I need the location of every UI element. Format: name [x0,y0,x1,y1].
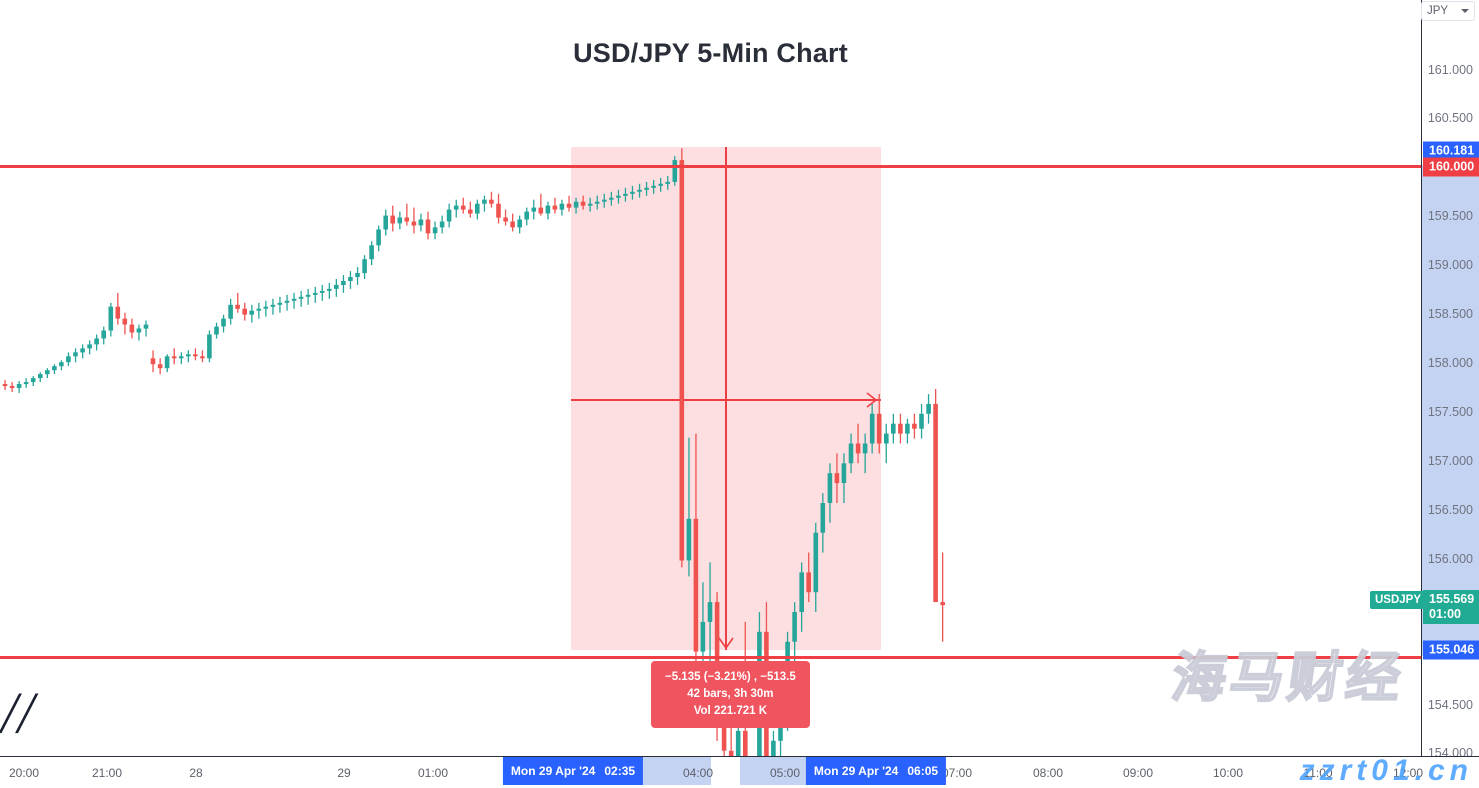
price-tick: 157.500 [1427,405,1473,419]
crosshair-time: 06:05 [907,764,939,778]
measurement-arrow-down-icon [718,637,734,650]
time-tick: 08:00 [1032,766,1064,780]
time-tick: 12:00 [1392,766,1424,780]
price-tick: 154.500 [1427,698,1473,712]
time-tick: 09:00 [1122,766,1154,780]
measurement-bars: 42 bars, 3h 30m [687,688,774,700]
lower-level-price-badge[interactable]: 155.046 [1423,640,1479,660]
time-tick: 07:00 [941,766,973,780]
time-tick: 10:00 [1212,766,1244,780]
crosshair-date: Mon 29 Apr '24 [510,764,596,778]
price-scale-highlight [1422,165,1479,656]
last-price-countdown: 01:00 [1429,607,1461,621]
price-tick: 160.500 [1427,111,1473,125]
time-scale-highlight-left [637,757,711,785]
last-price-badge: 155.569 01:00 [1423,590,1479,624]
measurement-change: −5.135 (−3.21%) , −513.5 [665,671,796,683]
price-tick: 156.500 [1427,503,1473,517]
time-scale-highlight-right [740,757,810,785]
price-tick: 158.000 [1427,356,1473,370]
page-title: USD/JPY 5-Min Chart [573,38,848,68]
upper-level-price-badge[interactable]: 160.000 [1423,157,1479,177]
candlestick-series [2,148,945,756]
crosshair-time-badge-start: Mon 29 Apr '24 02:35 [502,757,644,785]
time-tick: 04:00 [682,766,714,780]
last-price-value: 155.569 [1429,592,1475,606]
price-tick: 159.000 [1427,258,1473,272]
crosshair-date: Mon 29 Apr '24 [813,764,899,778]
price-tick: 159.500 [1427,209,1473,223]
chevron-down-icon [1461,9,1469,13]
crosshair-time-badge-end: Mon 29 Apr '24 06:05 [805,757,947,785]
measurement-volume: Vol 221.721 K [693,705,768,717]
time-tick: 21:00 [91,766,123,780]
currency-select-label: JPY [1427,5,1449,17]
measurement-arrow-right-icon [866,392,878,408]
time-tick: 29 [337,766,351,780]
price-chart-canvas[interactable]: USD/JPY 5-Min Chart −5.135 (−3.21%) , −5… [0,0,1421,756]
tradingview-logo: ╱╱ [0,695,37,733]
lower-price-level-line[interactable] [0,656,1421,659]
price-tick: 161.000 [1427,63,1473,77]
time-tick: 05:00 [769,766,801,780]
measurement-vertical-line [725,147,727,650]
time-tick: 01:00 [417,766,449,780]
time-tick: 20:00 [8,766,40,780]
measurement-tooltip: −5.135 (−3.21%) , −513.5 42 bars, 3h 30m… [651,661,810,728]
time-tick: 28 [189,766,203,780]
price-tick: 156.000 [1427,552,1473,566]
currency-select[interactable]: JPY [1421,1,1475,21]
price-tick: 157.000 [1427,454,1473,468]
price-tick: 158.500 [1427,307,1473,321]
crosshair-time: 02:35 [604,764,636,778]
symbol-badge[interactable]: USDJPY [1370,591,1427,609]
time-tick: 11:00 [1303,766,1333,780]
crosshair-price-badge: 160.181 [1423,141,1479,161]
measurement-horizontal-line [571,399,881,401]
price-scale[interactable]: 161.000 160.500 159.500 159.000 158.500 … [1421,0,1479,760]
upper-price-level-line[interactable] [0,165,1421,168]
time-scale[interactable]: 20:00 21:00 28 29 01:00 04:00 05:00 07:0… [0,756,1479,785]
